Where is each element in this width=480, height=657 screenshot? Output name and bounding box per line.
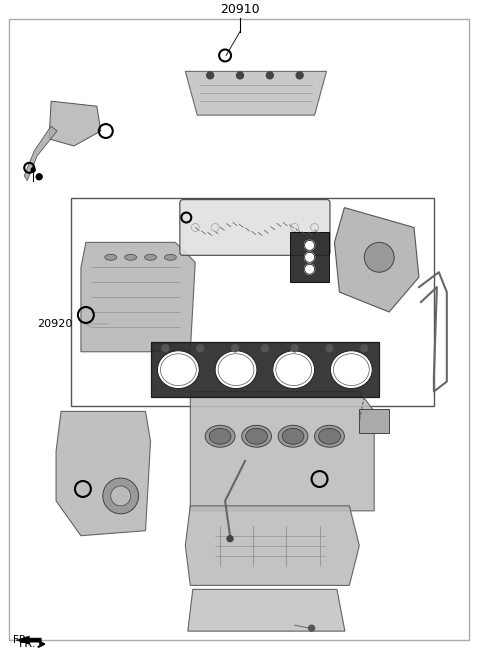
Circle shape <box>309 625 314 631</box>
Polygon shape <box>185 506 360 585</box>
Circle shape <box>364 242 394 272</box>
Ellipse shape <box>105 254 117 260</box>
Text: 20920: 20920 <box>37 319 73 329</box>
Ellipse shape <box>278 425 308 447</box>
Text: FR.: FR. <box>19 639 36 649</box>
Circle shape <box>296 72 303 79</box>
FancyBboxPatch shape <box>180 200 330 256</box>
Ellipse shape <box>241 425 272 447</box>
Ellipse shape <box>319 428 340 444</box>
Circle shape <box>305 240 314 250</box>
Circle shape <box>231 345 239 351</box>
Circle shape <box>305 252 314 262</box>
Circle shape <box>291 345 298 351</box>
Ellipse shape <box>282 428 304 444</box>
Circle shape <box>197 345 204 351</box>
Circle shape <box>207 72 214 79</box>
Ellipse shape <box>157 351 199 388</box>
Circle shape <box>361 345 368 351</box>
Polygon shape <box>56 411 151 535</box>
Bar <box>151 342 379 397</box>
Circle shape <box>162 345 169 351</box>
Ellipse shape <box>144 254 156 260</box>
Polygon shape <box>185 72 326 115</box>
Ellipse shape <box>215 351 257 388</box>
Text: 20910: 20910 <box>220 3 260 16</box>
Polygon shape <box>190 392 374 511</box>
Polygon shape <box>188 589 345 631</box>
Circle shape <box>266 72 273 79</box>
Ellipse shape <box>125 254 137 260</box>
Polygon shape <box>335 208 419 312</box>
Ellipse shape <box>330 351 372 388</box>
Polygon shape <box>24 126 57 181</box>
Circle shape <box>36 174 42 180</box>
Ellipse shape <box>209 428 231 444</box>
Circle shape <box>305 264 314 274</box>
Circle shape <box>111 486 131 506</box>
Ellipse shape <box>273 351 314 388</box>
Polygon shape <box>360 409 389 433</box>
Polygon shape <box>81 242 195 351</box>
Circle shape <box>103 478 139 514</box>
Ellipse shape <box>205 425 235 447</box>
Circle shape <box>227 535 233 541</box>
Circle shape <box>237 72 243 79</box>
Bar <box>71 198 434 407</box>
Circle shape <box>31 168 35 171</box>
Ellipse shape <box>246 428 267 444</box>
Polygon shape <box>16 636 41 644</box>
Polygon shape <box>49 101 101 146</box>
Ellipse shape <box>165 254 176 260</box>
Ellipse shape <box>314 425 344 447</box>
Polygon shape <box>290 233 329 282</box>
Text: FR.: FR. <box>13 635 29 645</box>
Circle shape <box>326 345 333 351</box>
Circle shape <box>262 345 268 351</box>
